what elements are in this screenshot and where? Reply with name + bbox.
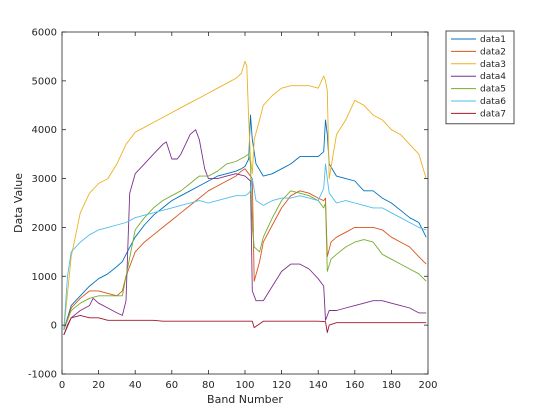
- x-tick-label: 140: [309, 380, 328, 391]
- series-layer: [63, 60, 427, 336]
- legend-label-data4: data4: [480, 72, 506, 82]
- x-tick-label: 80: [202, 380, 215, 391]
- series-line-data5: [63, 153, 427, 331]
- x-tick-label: 180: [382, 380, 401, 391]
- y-tick-label: 3000: [32, 174, 57, 185]
- series-line-data4: [63, 129, 427, 336]
- x-tick-label: 60: [165, 380, 178, 391]
- plot-area: [62, 32, 428, 374]
- series-line-data6: [63, 163, 427, 331]
- y-tick-label: 2000: [32, 223, 57, 234]
- x-tick-label: 200: [418, 380, 437, 391]
- legend: data1 data2 data3 data4 data5 data6 data7: [445, 30, 515, 125]
- series-line-data7: [63, 314, 427, 336]
- x-tick-label: 20: [92, 380, 105, 391]
- x-tick-label: 160: [345, 380, 364, 391]
- y-tick-label: -1000: [28, 370, 57, 381]
- series-line-data1: [63, 114, 427, 331]
- x-axis: 0 20 40 60 80 100 120 140 160 180 200: [59, 32, 438, 391]
- y-tick-label: 5000: [32, 76, 57, 87]
- legend-label-data3: data3: [480, 60, 506, 70]
- series-line-data3: [63, 60, 427, 331]
- y-axis-label: Data Value: [12, 173, 25, 233]
- x-tick-label: 0: [59, 380, 65, 391]
- x-tick-label: 100: [235, 380, 254, 391]
- y-tick-label: 6000: [32, 28, 57, 39]
- legend-label-data7: data7: [480, 109, 506, 119]
- plot-axes: 0 20 40 60 80 100 120 140 160 180 200 -10000100020…: [12, 28, 438, 407]
- x-tick-label: 120: [272, 380, 291, 391]
- y-tick-label: 1000: [32, 272, 57, 283]
- legend-label-data6: data6: [480, 97, 506, 107]
- legend-box: [445, 30, 515, 125]
- y-tick-label: 4000: [32, 125, 57, 136]
- legend-label-data2: data2: [480, 47, 506, 57]
- legend-label-data5: data5: [480, 85, 506, 95]
- y-axis: -1000 0 1000 2000 3000 4000 5000 6000: [28, 28, 428, 381]
- x-axis-label: Band Number: [207, 393, 283, 406]
- x-tick-label: 40: [129, 380, 142, 391]
- y-tick-label: 0: [51, 321, 57, 332]
- legend-items: data1 data2 data3 data4 data5 data6 data7: [451, 35, 506, 119]
- legend-label-data1: data1: [480, 35, 506, 45]
